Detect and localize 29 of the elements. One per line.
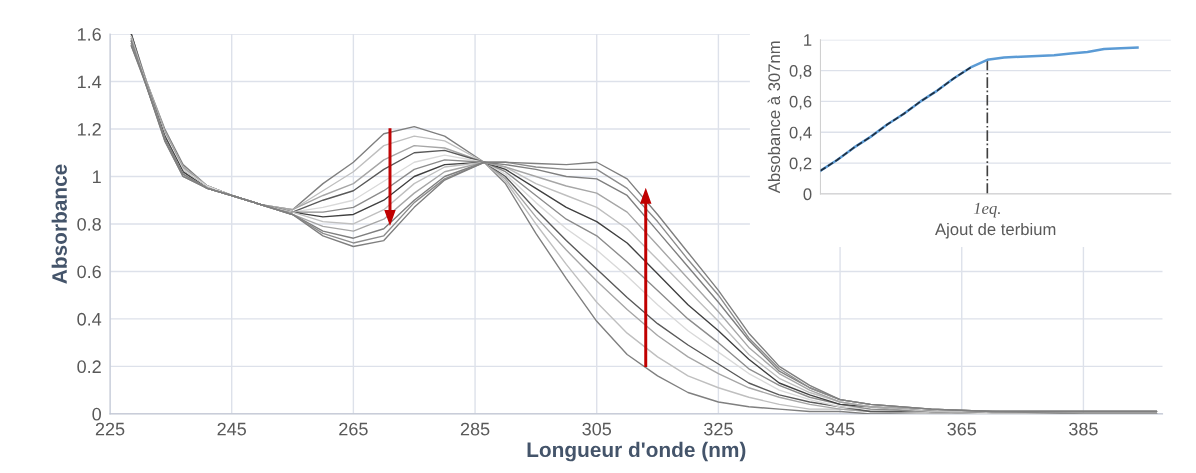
x-axis-title: Ajout de terbium <box>935 222 1056 239</box>
y-tick-label: 0.2 <box>77 360 101 374</box>
y-tick-label: 0.8 <box>77 217 101 231</box>
y-tick-label: 1 <box>804 34 812 46</box>
y-tick-label: 0.4 <box>77 312 102 326</box>
x-tick-label: 325 <box>704 422 733 436</box>
x-axis-title: Longueur d'onde (nm) <box>527 441 746 462</box>
x-tick-label: 345 <box>825 422 855 436</box>
x-tick-label: 225 <box>95 422 125 436</box>
y-tick-label: 0.6 <box>77 265 101 279</box>
x-tick-label: 285 <box>460 422 490 436</box>
x-tick-label: 1eq. <box>973 202 1000 218</box>
y-tick-label: 0 <box>92 407 101 421</box>
y-tick-label: 0,4 <box>789 126 812 141</box>
x-tick-label: 305 <box>582 422 612 436</box>
x-tick-label: 265 <box>339 422 368 436</box>
y-axis-title: Absorbance <box>51 164 67 284</box>
y-tick-label: 0,6 <box>789 95 812 110</box>
y-tick-label: 1.2 <box>77 122 101 136</box>
y-axis-title: Absobance à 307nm <box>767 41 781 194</box>
x-tick-label: 365 <box>947 422 977 436</box>
y-tick-label: 0,2 <box>789 157 812 172</box>
y-tick-label: 1.6 <box>77 27 101 41</box>
y-tick-label: 1.4 <box>77 75 102 89</box>
y-tick-label: 1 <box>93 170 101 184</box>
x-tick-label: 245 <box>217 422 247 436</box>
x-tick-label: 385 <box>1069 422 1098 436</box>
y-tick-label: 0,8 <box>789 64 812 79</box>
y-tick-label: 0 <box>803 188 812 201</box>
